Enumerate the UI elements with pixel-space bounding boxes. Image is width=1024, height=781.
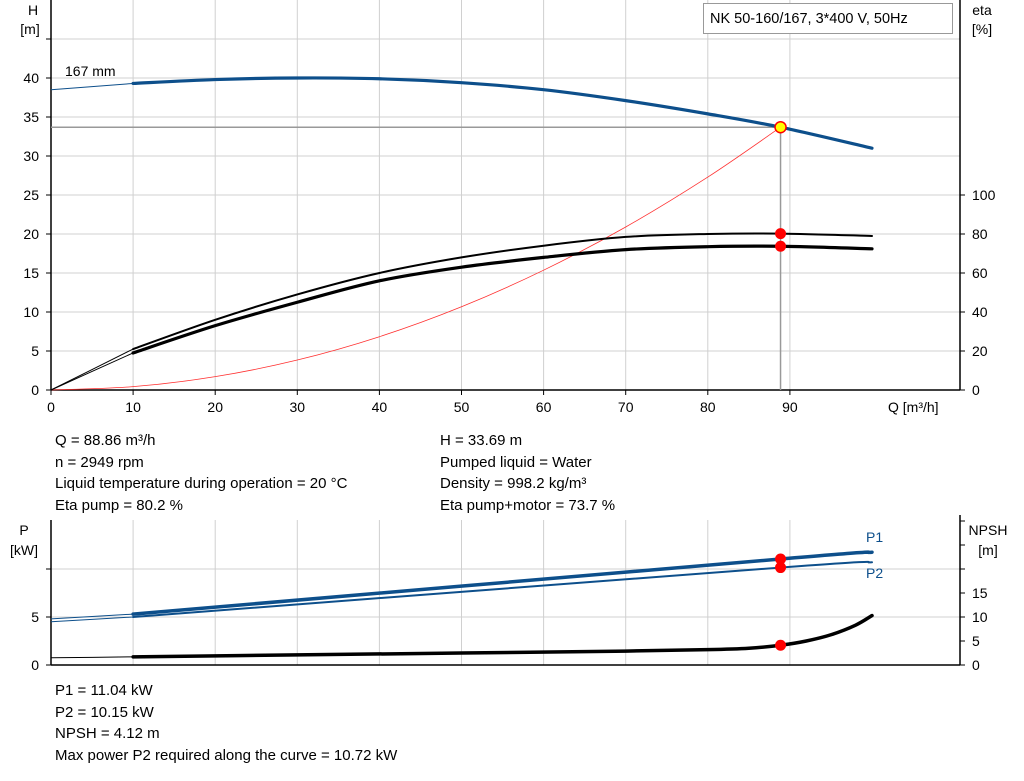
duty-point-eta-pump xyxy=(775,228,787,240)
y-tick-label: 0 xyxy=(31,382,39,398)
npsh-tick-label: 15 xyxy=(972,585,988,601)
info-eta-pump: Eta pump = 80.2 % xyxy=(55,496,183,514)
y-axis-label: H xyxy=(28,2,38,18)
info-top-right: H = 33.69 m Pumped liquid = Water Densit… xyxy=(440,430,615,516)
info-p2: P2 = 10.15 kW xyxy=(55,703,154,721)
info-p1: P1 = 11.04 kW xyxy=(55,682,153,699)
npsh-axis-label: NPSH xyxy=(969,522,1008,538)
p1-label: P1 xyxy=(866,529,883,545)
x-tick-label: 90 xyxy=(782,399,798,415)
npsh-tick-label: 10 xyxy=(972,609,988,625)
x-axis-label: Q [m³/h] xyxy=(888,399,939,415)
curve-label: 167 mm xyxy=(65,63,116,79)
info-liquid-temp: Liquid temperature during operation = 20… xyxy=(55,475,348,492)
y2-axis-label: eta xyxy=(972,2,992,18)
head-curve xyxy=(131,76,874,150)
y-axis-unit: [m] xyxy=(20,21,39,37)
y2-tick-label: 40 xyxy=(972,304,988,320)
p1-curve xyxy=(131,550,874,616)
p2-label: P2 xyxy=(866,565,883,581)
info-eta-pump-motor: Eta pump+motor = 73.7 % xyxy=(440,496,616,514)
x-tick-label: 80 xyxy=(700,399,716,415)
info-top-left: Q = 88.86 m³/h n = 2949 rpm Liquid tempe… xyxy=(55,430,347,516)
info-speed: n = 2949 rpm xyxy=(55,453,144,471)
p2-curve xyxy=(132,560,873,618)
npsh-tick-label: 0 xyxy=(972,657,980,673)
p-tick-label: 5 xyxy=(31,609,39,625)
duty-point-npsh xyxy=(775,639,787,651)
system-curve xyxy=(50,126,781,391)
p2-curve-extension xyxy=(50,616,134,623)
x-tick-label: 0 xyxy=(47,399,55,415)
npsh-curve-extension xyxy=(50,656,134,659)
y-tick-label: 30 xyxy=(23,148,39,164)
y2-tick-label: 0 xyxy=(972,382,980,398)
y-tick-label: 5 xyxy=(31,343,39,359)
info-npsh: NPSH = 4.12 m xyxy=(55,725,160,742)
y2-tick-label: 100 xyxy=(972,187,996,203)
duty-point-p1 xyxy=(775,553,787,565)
npsh-curve xyxy=(131,613,874,659)
eta-pump-motor-curve xyxy=(131,244,874,355)
p1-curve-extension xyxy=(50,613,134,620)
p-axis-label: P xyxy=(19,522,28,538)
x-tick-label: 20 xyxy=(207,399,223,415)
y-tick-label: 10 xyxy=(23,304,39,320)
x-tick-label: 60 xyxy=(536,399,552,415)
npsh-axis-unit: [m] xyxy=(978,542,997,558)
info-max-power: Max power P2 required along the curve = … xyxy=(55,746,398,764)
y-tick-label: 35 xyxy=(23,109,39,125)
y-tick-label: 40 xyxy=(23,70,39,86)
y2-tick-label: 20 xyxy=(972,343,988,359)
x-tick-label: 70 xyxy=(618,399,634,415)
info-flow: Q = 88.86 m³/h xyxy=(55,432,156,449)
duty-point-head xyxy=(774,120,787,134)
y-tick-label: 15 xyxy=(23,265,39,281)
info-head: H = 33.69 m xyxy=(440,432,523,449)
duty-point-p2 xyxy=(775,562,787,574)
p-axis-unit: [kW] xyxy=(10,542,38,558)
y-tick-label: 25 xyxy=(23,187,39,203)
head-curve-extension xyxy=(50,82,134,91)
y2-tick-label: 80 xyxy=(972,226,988,242)
info-bottom: P1 = 11.04 kW P2 = 10.15 kW NPSH = 4.12 … xyxy=(55,680,397,766)
x-tick-label: 40 xyxy=(372,399,388,415)
eta-pump-curve xyxy=(132,232,873,351)
eta-pump-curve-extension xyxy=(50,348,134,391)
npsh-tick-label: 5 xyxy=(972,633,980,649)
y2-axis-unit: [%] xyxy=(972,21,992,37)
x-tick-label: 30 xyxy=(290,399,306,415)
eta-pump-motor-curve-extension xyxy=(50,352,134,391)
duty-point-eta-pump-motor xyxy=(775,240,787,252)
y-tick-label: 20 xyxy=(23,226,39,242)
x-tick-label: 10 xyxy=(125,399,141,415)
y2-tick-label: 60 xyxy=(972,265,988,281)
pump-title: NK 50-160/167, 3*400 V, 50Hz xyxy=(703,3,953,34)
info-density: Density = 998.2 kg/m³ xyxy=(440,475,587,492)
x-tick-label: 50 xyxy=(454,399,470,415)
info-pumped-liquid: Pumped liquid = Water xyxy=(440,453,592,471)
p-tick-label: 0 xyxy=(31,657,39,673)
